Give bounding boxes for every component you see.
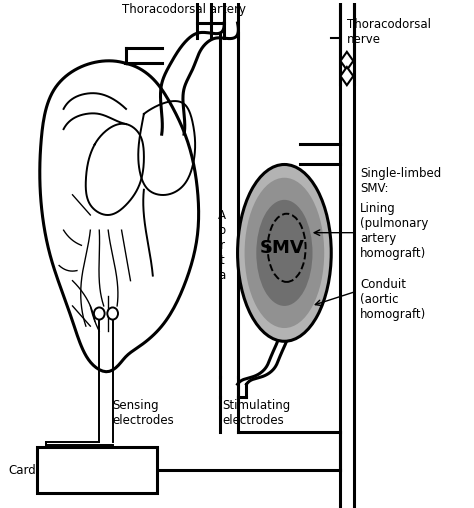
Circle shape [94, 307, 105, 320]
Text: Single-limbed
SMV:: Single-limbed SMV: [360, 167, 441, 195]
Text: SMV: SMV [260, 239, 305, 257]
Polygon shape [340, 67, 353, 85]
Circle shape [107, 307, 118, 320]
Polygon shape [340, 52, 353, 70]
Text: Thoracodorsal
nerve: Thoracodorsal nerve [347, 18, 431, 46]
Text: A
o
r
t
a: A o r t a [218, 209, 226, 282]
Text: Thoracodorsal artery: Thoracodorsal artery [122, 3, 246, 16]
Ellipse shape [256, 200, 312, 306]
Text: Sensing
electrodes: Sensing electrodes [113, 399, 174, 427]
Text: Conduit
(aortic
homograft): Conduit (aortic homograft) [360, 278, 427, 321]
Text: Cardio-myostimulator: Cardio-myostimulator [8, 464, 137, 477]
Ellipse shape [245, 178, 324, 328]
Text: Stimulating
electrodes: Stimulating electrodes [222, 399, 290, 427]
Ellipse shape [237, 165, 331, 341]
FancyBboxPatch shape [37, 448, 157, 493]
Text: Lining
(pulmonary
artery
homograft): Lining (pulmonary artery homograft) [360, 202, 428, 261]
